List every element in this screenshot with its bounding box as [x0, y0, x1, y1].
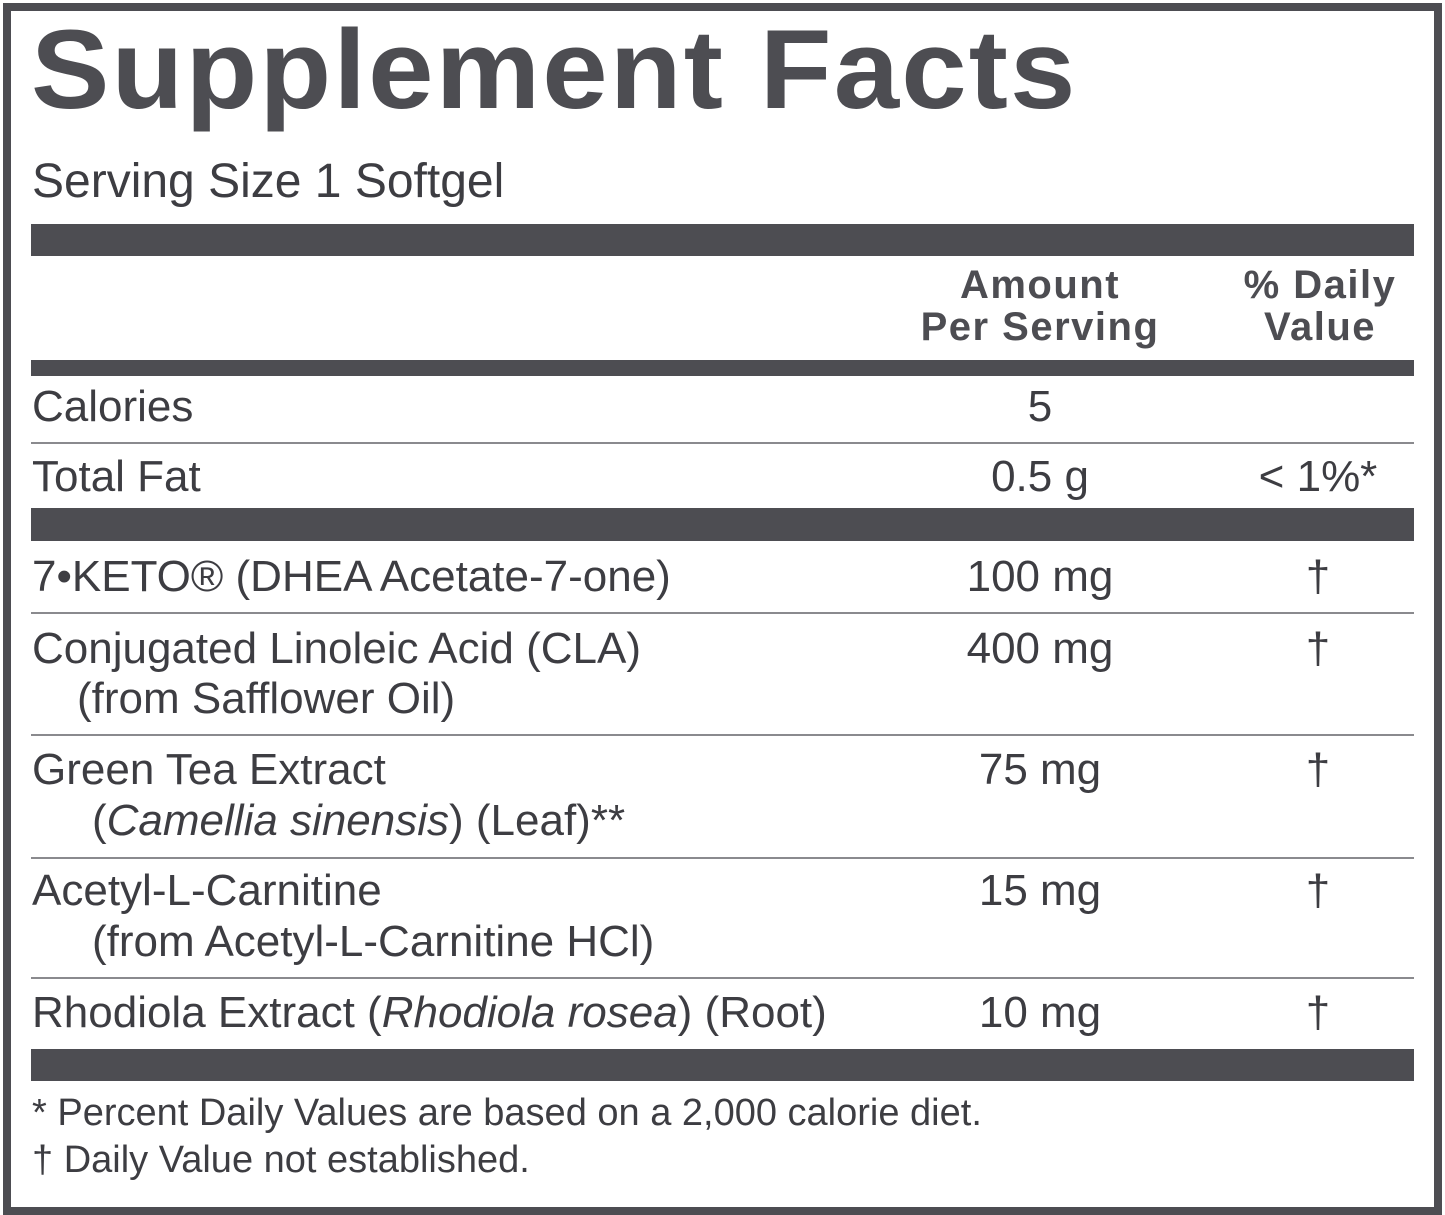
thin-divider [31, 857, 1414, 859]
amount-per-serving-header: Amount Per Serving [890, 264, 1190, 348]
row-daily-value: † [1305, 866, 1331, 915]
row-name: Calories [32, 382, 194, 431]
thin-divider [31, 612, 1414, 614]
row-amount: 15 mg [978, 866, 1102, 915]
row-amount: 100 mg [966, 552, 1114, 601]
row-name: Total Fat [32, 452, 201, 501]
thin-divider [31, 442, 1414, 444]
header-line: % Daily [1243, 263, 1397, 307]
row-name: 7•KETO® (DHEA Acetate-7-one) [32, 552, 671, 601]
row-name: Conjugated Linoleic Acid (CLA) [32, 624, 642, 673]
row-name: Acetyl-L-Carnitine [32, 866, 382, 915]
text: ) (Root) [677, 988, 827, 1037]
row-subname: (from Safflower Oil) [77, 674, 456, 723]
row-daily-value: † [1305, 552, 1331, 601]
header-line: Per Serving [920, 305, 1160, 349]
row-amount: 0.5 g [991, 452, 1089, 501]
row-daily-value: † [1305, 745, 1331, 794]
botanical-name: Camellia sinensis [106, 796, 450, 845]
footnote-daily-values: * Percent Daily Values are based on a 2,… [32, 1092, 982, 1134]
row-subname: (Camellia sinensis) (Leaf)** [32, 796, 625, 846]
medium-divider [31, 360, 1414, 376]
text: Rhodiola Extract ( [32, 988, 382, 1037]
panel-title: Supplement Facts [31, 7, 1078, 132]
row-daily-value: < 1%* [1258, 452, 1378, 501]
row-amount: 75 mg [978, 745, 1102, 794]
text: ( [92, 796, 107, 845]
header-line: Amount [959, 263, 1121, 307]
row-name: Rhodiola Extract (Rhodiola rosea) (Root) [32, 988, 827, 1038]
row-amount: 400 mg [966, 624, 1114, 673]
header-line: Value [1263, 305, 1376, 349]
row-amount: 5 [1027, 382, 1053, 431]
row-name: Green Tea Extract [32, 745, 386, 794]
row-daily-value: † [1305, 624, 1331, 673]
serving-size: Serving Size 1 Softgel [32, 155, 505, 208]
daily-value-header: % Daily Value [1215, 264, 1425, 348]
thick-divider [31, 1049, 1414, 1081]
thick-divider [31, 508, 1414, 541]
thin-divider [31, 977, 1414, 979]
text: ) (Leaf)** [449, 796, 626, 845]
supplement-facts-panel [3, 3, 1442, 1215]
botanical-name: Rhodiola rosea [381, 988, 678, 1037]
thin-divider [31, 734, 1414, 736]
row-subname: (from Acetyl-L-Carnitine HCl) [92, 917, 655, 966]
row-daily-value: † [1305, 988, 1331, 1037]
thick-divider [31, 224, 1414, 256]
footnote-not-established: † Daily Value not established. [32, 1139, 530, 1181]
row-amount: 10 mg [978, 988, 1102, 1037]
